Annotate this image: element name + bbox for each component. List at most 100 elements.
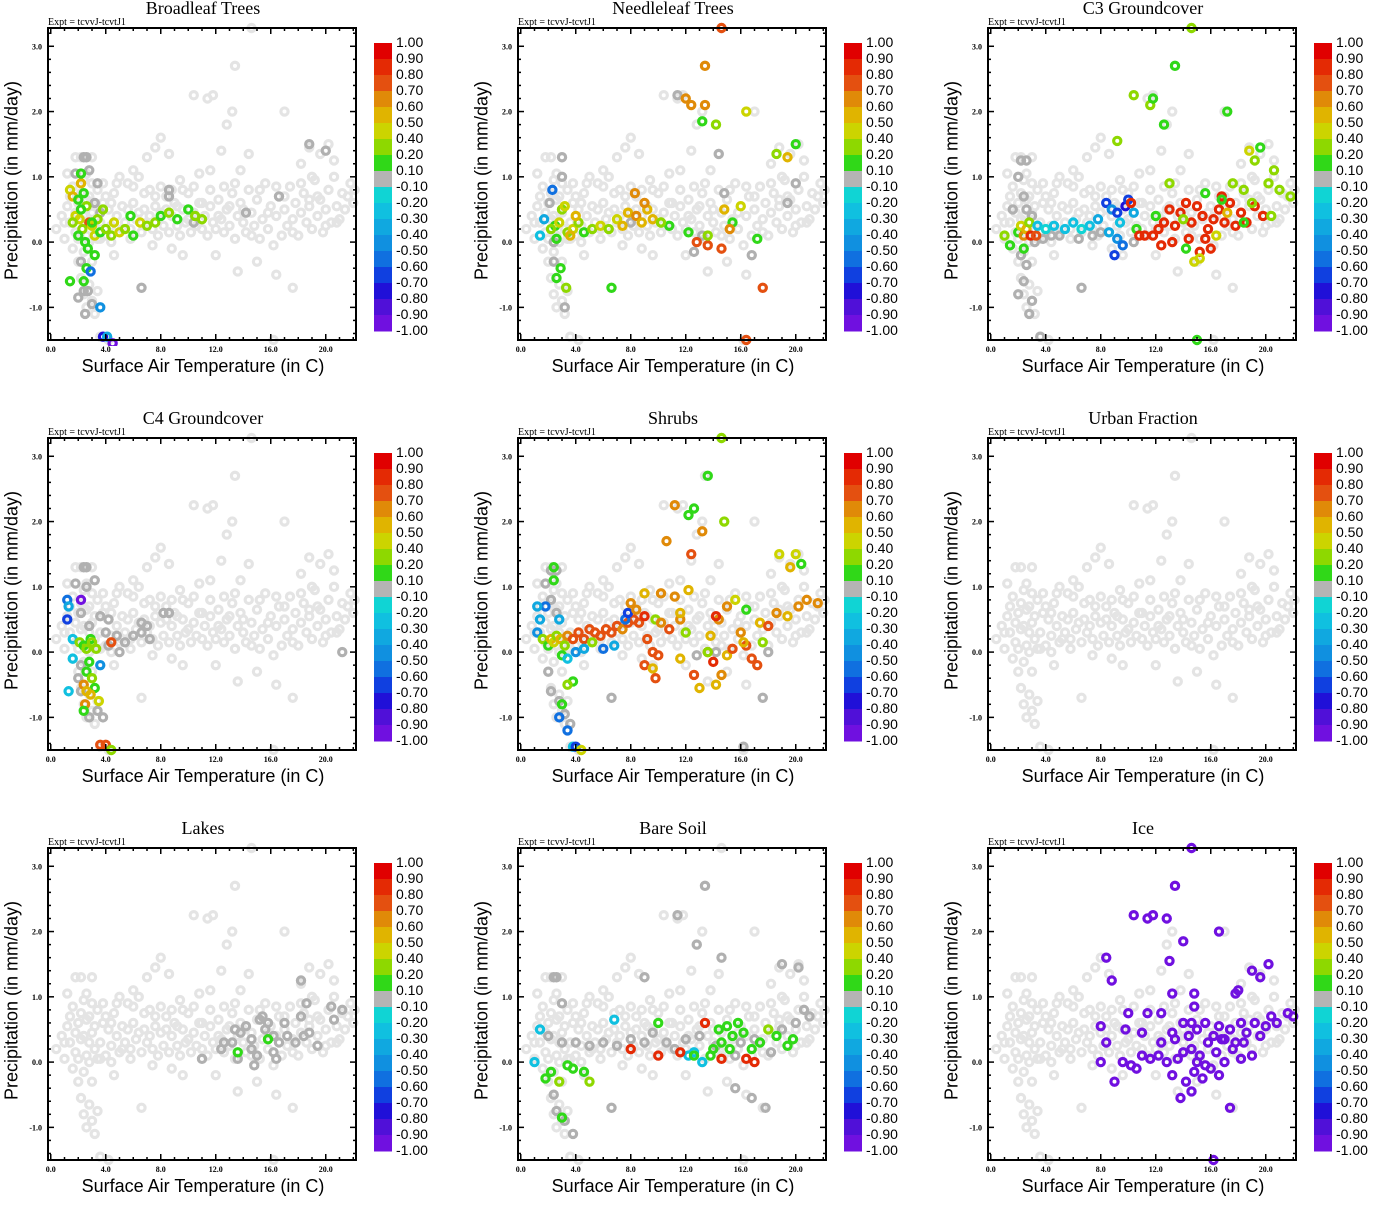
background-point	[675, 1004, 686, 1016]
neutral-point	[672, 90, 683, 101]
background-point	[1021, 1014, 1032, 1025]
background-point	[150, 1011, 161, 1022]
data-point	[782, 1040, 793, 1051]
colorbar-swatch	[844, 1023, 862, 1040]
panel-needleleaf-trees: Needleleaf Trees Expt = tcvvJ-tcvtJ1 Preci…	[470, 0, 930, 410]
data-point	[551, 272, 562, 284]
background-point	[1076, 692, 1087, 703]
neutral-point	[84, 620, 95, 632]
background-point	[1103, 148, 1115, 160]
colorbar-swatch	[844, 1039, 862, 1056]
colorbar-swatch	[374, 235, 392, 252]
data-point	[75, 204, 87, 215]
background-point	[1175, 165, 1186, 176]
neutral-point	[128, 630, 139, 641]
y-tick-label: 1.0	[972, 173, 982, 182]
data-point	[578, 633, 590, 645]
background-point	[598, 181, 609, 192]
colorbar-label: 0.80	[866, 886, 893, 902]
data-point	[1156, 1007, 1167, 1019]
x-tick-label: 8.0	[626, 755, 636, 764]
background-point	[89, 1020, 100, 1032]
background-point	[705, 985, 716, 996]
colorbar-swatch	[1314, 661, 1332, 678]
background-point	[1112, 630, 1123, 641]
background-point	[999, 217, 1010, 228]
y-tick-label: 2.0	[32, 928, 42, 937]
neutral-point	[710, 646, 722, 658]
background-point	[622, 230, 634, 241]
background-point	[144, 210, 155, 222]
colorbar-label: -0.10	[1336, 178, 1368, 194]
data-point	[1263, 178, 1274, 189]
data-point	[1194, 253, 1205, 264]
colorbar-swatch	[374, 645, 392, 662]
background-point	[1002, 168, 1013, 179]
colorbar-swatch	[1314, 1023, 1332, 1040]
background-point	[1032, 285, 1043, 297]
x-tick-label: 0.0	[986, 755, 996, 764]
background-point	[1200, 998, 1211, 1009]
background-point	[62, 200, 73, 212]
background-point	[271, 181, 282, 192]
y-tick-label: -1.0	[969, 303, 982, 312]
background-point	[537, 1001, 548, 1012]
colorbar-label: -1.00	[396, 322, 428, 338]
data-point	[584, 1076, 595, 1087]
neutral-point	[92, 705, 103, 717]
background-point	[1068, 985, 1079, 996]
background-point	[284, 591, 296, 602]
colorbar-label: -0.90	[1336, 1126, 1368, 1142]
background-point	[1211, 620, 1222, 632]
data-point	[793, 601, 804, 612]
background-point	[790, 614, 801, 625]
colorbar-swatch	[844, 469, 862, 486]
colorbar-label: 0.20	[1336, 146, 1363, 162]
data-point	[1189, 1001, 1200, 1012]
data-point	[735, 200, 746, 212]
data-point	[560, 282, 572, 293]
background-point	[1065, 1043, 1076, 1055]
data-point	[1123, 1007, 1134, 1019]
background-point	[78, 620, 89, 632]
background-point	[1084, 1030, 1095, 1042]
background-point	[782, 210, 793, 222]
data-point	[106, 637, 117, 648]
background-point	[1103, 558, 1115, 570]
background-point	[1081, 152, 1093, 163]
colorbar-swatch	[844, 203, 862, 220]
background-point	[669, 210, 680, 222]
neutral-point	[804, 1011, 815, 1022]
background-point	[1013, 1053, 1024, 1065]
data-point	[1216, 194, 1227, 205]
colorbar-swatch	[1314, 43, 1332, 60]
colorbar-label: -0.70	[866, 274, 898, 290]
colorbar-label: 0.80	[1336, 886, 1363, 902]
background-point	[312, 1011, 323, 1022]
colorbar-label: -0.60	[866, 668, 898, 684]
background-point	[147, 650, 158, 661]
background-point	[100, 191, 111, 202]
background-point	[699, 178, 711, 189]
data-point	[1131, 1063, 1142, 1074]
background-point	[1178, 627, 1189, 638]
y-tick-label: 0.0	[32, 238, 42, 247]
background-point	[339, 1024, 351, 1035]
background-point	[128, 165, 139, 176]
data-point	[683, 584, 694, 596]
background-point	[727, 624, 738, 635]
data-point	[78, 187, 89, 199]
background-point	[1095, 952, 1106, 963]
background-point	[136, 637, 147, 648]
background-point	[581, 1030, 592, 1042]
colorbar-label: -0.70	[1336, 684, 1368, 700]
background-point	[155, 1001, 166, 1012]
background-point	[287, 1102, 298, 1113]
x-tick-label: 4.0	[101, 345, 111, 354]
panel-title: Lakes	[181, 818, 225, 838]
background-point	[1051, 210, 1062, 222]
data-point	[67, 653, 78, 664]
data-point	[1161, 913, 1172, 924]
background-point	[202, 230, 213, 241]
background-point	[1007, 653, 1018, 664]
